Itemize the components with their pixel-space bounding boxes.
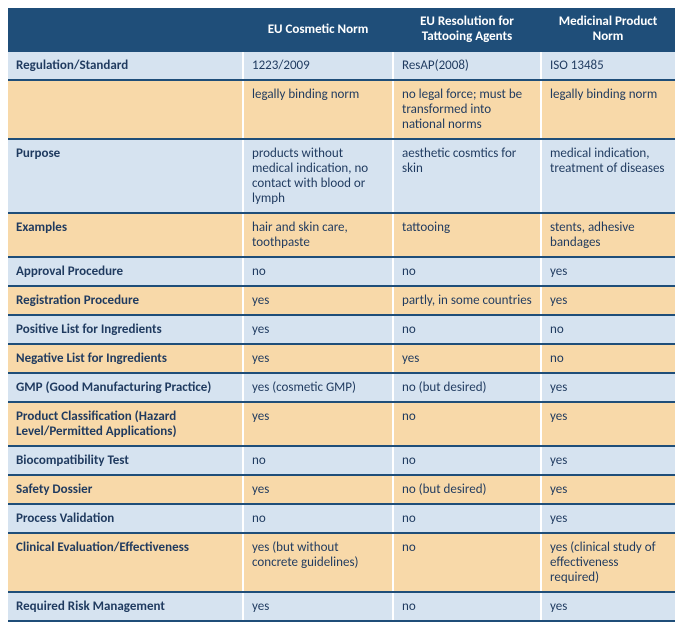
table-row: Biocompatibility Testnonoyes [8,446,675,475]
cell-a: yes (cosmetic GMP) [243,373,393,402]
cell-c: ISO 13485 [541,51,675,80]
row-label: Safety Dossier [8,475,243,504]
cell-b: no [393,504,541,533]
cell-b: no [393,446,541,475]
row-label: Approval Procedure [8,257,243,286]
cell-c: yes [541,475,675,504]
row-label: Purpose [8,139,243,213]
table-row: Safety Dossieryesno (but desired)yes [8,475,675,504]
cell-b: yes [393,344,541,373]
row-label: Registration Procedure [8,286,243,315]
cell-a: yes (but without concrete guidelines) [243,533,393,592]
table-row: Product Classification (Hazard Level/Per… [8,402,675,446]
row-label: Regulation/Standard [8,51,243,80]
table-row: Negative List for Ingredientsyesyesno [8,344,675,373]
cell-a: hair and skin care, toothpaste [243,213,393,257]
cell-a: yes [243,344,393,373]
cell-c: yes [541,286,675,315]
cell-c: yes [541,446,675,475]
cell-c: yes [541,257,675,286]
cell-a: yes [243,475,393,504]
row-label: GMP (Good Manufacturing Practice) [8,373,243,402]
cell-a: yes [243,315,393,344]
row-label: Positive List for Ingredients [8,315,243,344]
table-row: GMP (Good Manufacturing Practice)yes (co… [8,373,675,402]
cell-b: no legal force; must be transformed into… [393,80,541,139]
table-header-row: EU Cosmetic Norm EU Resolution for Tatto… [8,8,675,51]
cell-a: legally binding norm [243,80,393,139]
cell-b: aesthetic cosmtics for skin [393,139,541,213]
row-label: Biocompatibility Test [8,446,243,475]
table-body: Regulation/Standard1223/2009ResAP(2008)I… [8,51,675,621]
cell-a: no [243,257,393,286]
row-label: Process Validation [8,504,243,533]
cell-c: medical indication, treatment of disease… [541,139,675,213]
table-row: Purposeproducts without medical indicati… [8,139,675,213]
cell-a: yes [243,402,393,446]
cell-a: yes [243,286,393,315]
cell-c: yes [541,504,675,533]
table-row: Regulation/Standard1223/2009ResAP(2008)I… [8,51,675,80]
row-label: Required Risk Management [8,592,243,621]
header-blank [8,8,243,51]
cell-c: stents, adhesive bandages [541,213,675,257]
cell-b: no [393,315,541,344]
cell-c: no [541,315,675,344]
cell-b: no (but desired) [393,475,541,504]
cell-a: products without medical indication, no … [243,139,393,213]
cell-a: yes [243,592,393,621]
row-label: Product Classification (Hazard Level/Per… [8,402,243,446]
cell-b: no [393,257,541,286]
cell-b: partly, in some countries [393,286,541,315]
cell-b: tattooing [393,213,541,257]
cell-a: 1223/2009 [243,51,393,80]
cell-a: no [243,446,393,475]
cell-b: no [393,533,541,592]
row-label: Examples [8,213,243,257]
cell-b: no (but desired) [393,373,541,402]
cell-c: yes [541,373,675,402]
table-row: legally binding normno legal force; must… [8,80,675,139]
row-label: Clinical Evaluation/Effectiveness [8,533,243,592]
header-col-c: Medicinal Product Norm [541,8,675,51]
cell-c: yes [541,402,675,446]
cell-b: no [393,402,541,446]
cell-c: yes (clinical study of effectiveness req… [541,533,675,592]
cell-b: ResAP(2008) [393,51,541,80]
table-row: Process Validationnonoyes [8,504,675,533]
row-label [8,80,243,139]
cell-a: no [243,504,393,533]
table-row: Approval Procedurenonoyes [8,257,675,286]
cell-c: legally binding norm [541,80,675,139]
comparison-table: EU Cosmetic Norm EU Resolution for Tatto… [8,8,675,622]
table-row: Clinical Evaluation/Effectivenessyes (bu… [8,533,675,592]
cell-c: yes [541,592,675,621]
table-row: Positive List for Ingredientsyesnono [8,315,675,344]
cell-c: no [541,344,675,373]
cell-b: no [393,592,541,621]
table-row: Registration Procedureyespartly, in some… [8,286,675,315]
table-row: Required Risk Managementyesnoyes [8,592,675,621]
row-label: Negative List for Ingredients [8,344,243,373]
header-col-a: EU Cosmetic Norm [243,8,393,51]
header-col-b: EU Resolution for Tattooing Agents [393,8,541,51]
table-row: Exampleshair and skin care, toothpasteta… [8,213,675,257]
